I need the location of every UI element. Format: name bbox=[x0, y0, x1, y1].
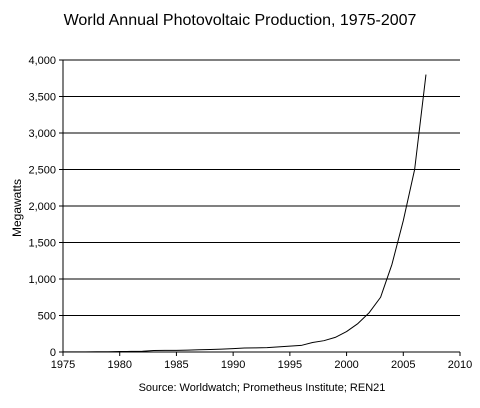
y-tick-label: 3,500 bbox=[28, 92, 56, 104]
x-tick-label: 2010 bbox=[448, 359, 472, 371]
x-tick-label: 1985 bbox=[164, 359, 188, 371]
x-tick-label: 1990 bbox=[221, 359, 245, 371]
y-tick-label: 4,000 bbox=[28, 55, 56, 67]
y-tick-label: 0 bbox=[50, 347, 56, 359]
tick-labels: 0 500 1,000 1,500 2,000 2,500 3,000 3,500 4,000 1… bbox=[28, 55, 472, 371]
series-line bbox=[63, 74, 427, 353]
chart-title: World Annual Photovoltaic Production, 19… bbox=[64, 12, 417, 29]
x-tick-label: 2000 bbox=[334, 359, 358, 371]
y-axis-label: Megawatts bbox=[10, 179, 24, 237]
y-tick-label: 3,000 bbox=[28, 128, 56, 140]
x-tick-label: 2005 bbox=[391, 359, 415, 371]
y-tick-label: 2,500 bbox=[28, 165, 56, 177]
x-tick-label: 1995 bbox=[278, 359, 302, 371]
axes bbox=[59, 59, 461, 356]
y-tick-label: 2,000 bbox=[28, 201, 56, 213]
x-tick-label: 1980 bbox=[107, 359, 131, 371]
x-tick-label: 1975 bbox=[51, 359, 75, 371]
y-tick-label: 1,500 bbox=[28, 238, 56, 250]
y-tick-label: 1,000 bbox=[28, 274, 56, 286]
series bbox=[63, 74, 427, 353]
grid bbox=[63, 59, 460, 316]
y-tick-label: 500 bbox=[38, 311, 56, 323]
source-note: Source: Worldwatch; Prometheus Institute… bbox=[139, 382, 386, 394]
